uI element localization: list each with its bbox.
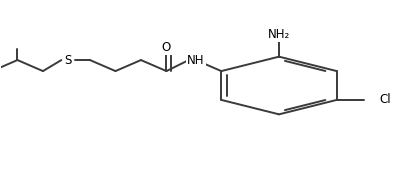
Text: O: O (162, 41, 171, 54)
Text: NH₂: NH₂ (268, 28, 290, 41)
Text: NH: NH (187, 54, 205, 67)
Text: S: S (65, 54, 72, 67)
Text: Cl: Cl (380, 93, 391, 106)
